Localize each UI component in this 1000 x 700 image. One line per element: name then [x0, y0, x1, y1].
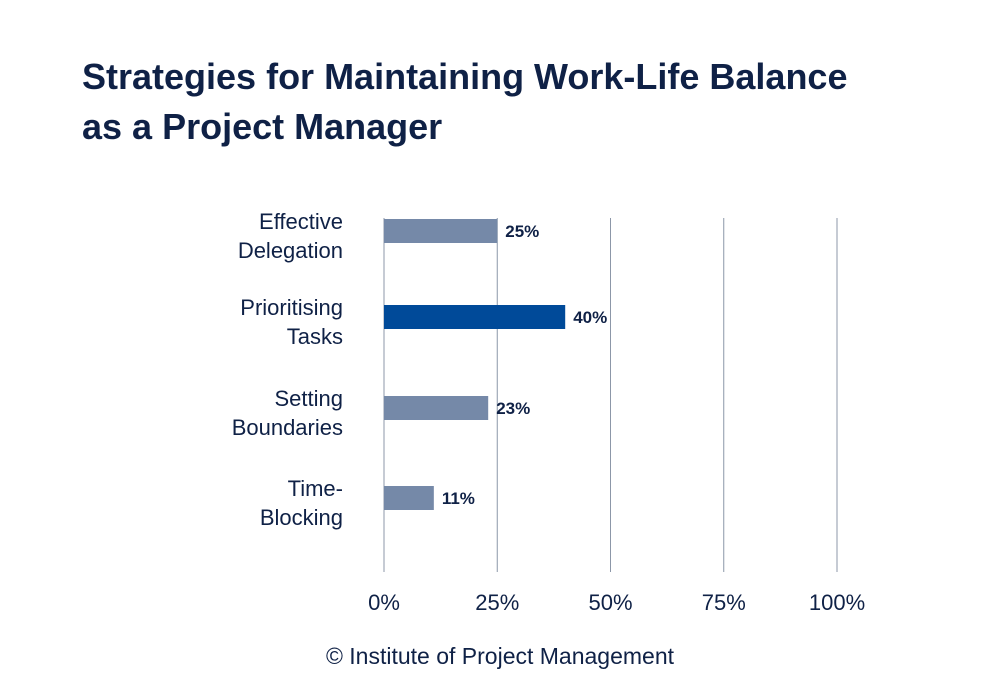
category-label: Tasks: [287, 324, 343, 349]
category-label: Time-: [288, 476, 343, 501]
bar: [384, 396, 489, 420]
chart-title-line-1: Strategies for Maintaining Work-Life Bal…: [82, 56, 848, 97]
category-label: Effective: [259, 209, 343, 234]
category-label: Boundaries: [232, 415, 343, 440]
chart-title-line-2: as a Project Manager: [82, 106, 443, 147]
category-labels: Effective Delegation Prioritising Tasks Sett…: [232, 209, 343, 530]
x-axis-ticks: 0% 25% 50% 75% 100%: [368, 590, 865, 615]
x-tick-label: 0%: [368, 590, 400, 615]
bars: 25% 40% 23% 11%: [384, 219, 607, 510]
bar-value-label: 40%: [573, 308, 607, 327]
category-label: Delegation: [238, 238, 343, 263]
bar: [384, 219, 498, 243]
category-label: Blocking: [260, 505, 343, 530]
bar: [384, 305, 566, 329]
chart-title: Strategies for Maintaining Work-Life Bal…: [82, 52, 942, 152]
x-tick-label: 50%: [588, 590, 632, 615]
x-tick-label: 25%: [475, 590, 519, 615]
category-label: Prioritising: [240, 295, 343, 320]
source-credit: © Institute of Project Management: [325, 643, 675, 669]
bar-value-label: 11%: [442, 489, 475, 508]
bar-value-label: 23%: [496, 399, 530, 418]
gridlines: [383, 218, 838, 572]
bar: [384, 486, 434, 510]
bar-value-label: 25%: [505, 222, 539, 241]
category-label: Setting: [275, 386, 344, 411]
x-tick-label: 100%: [809, 590, 865, 615]
x-tick-label: 75%: [702, 590, 746, 615]
